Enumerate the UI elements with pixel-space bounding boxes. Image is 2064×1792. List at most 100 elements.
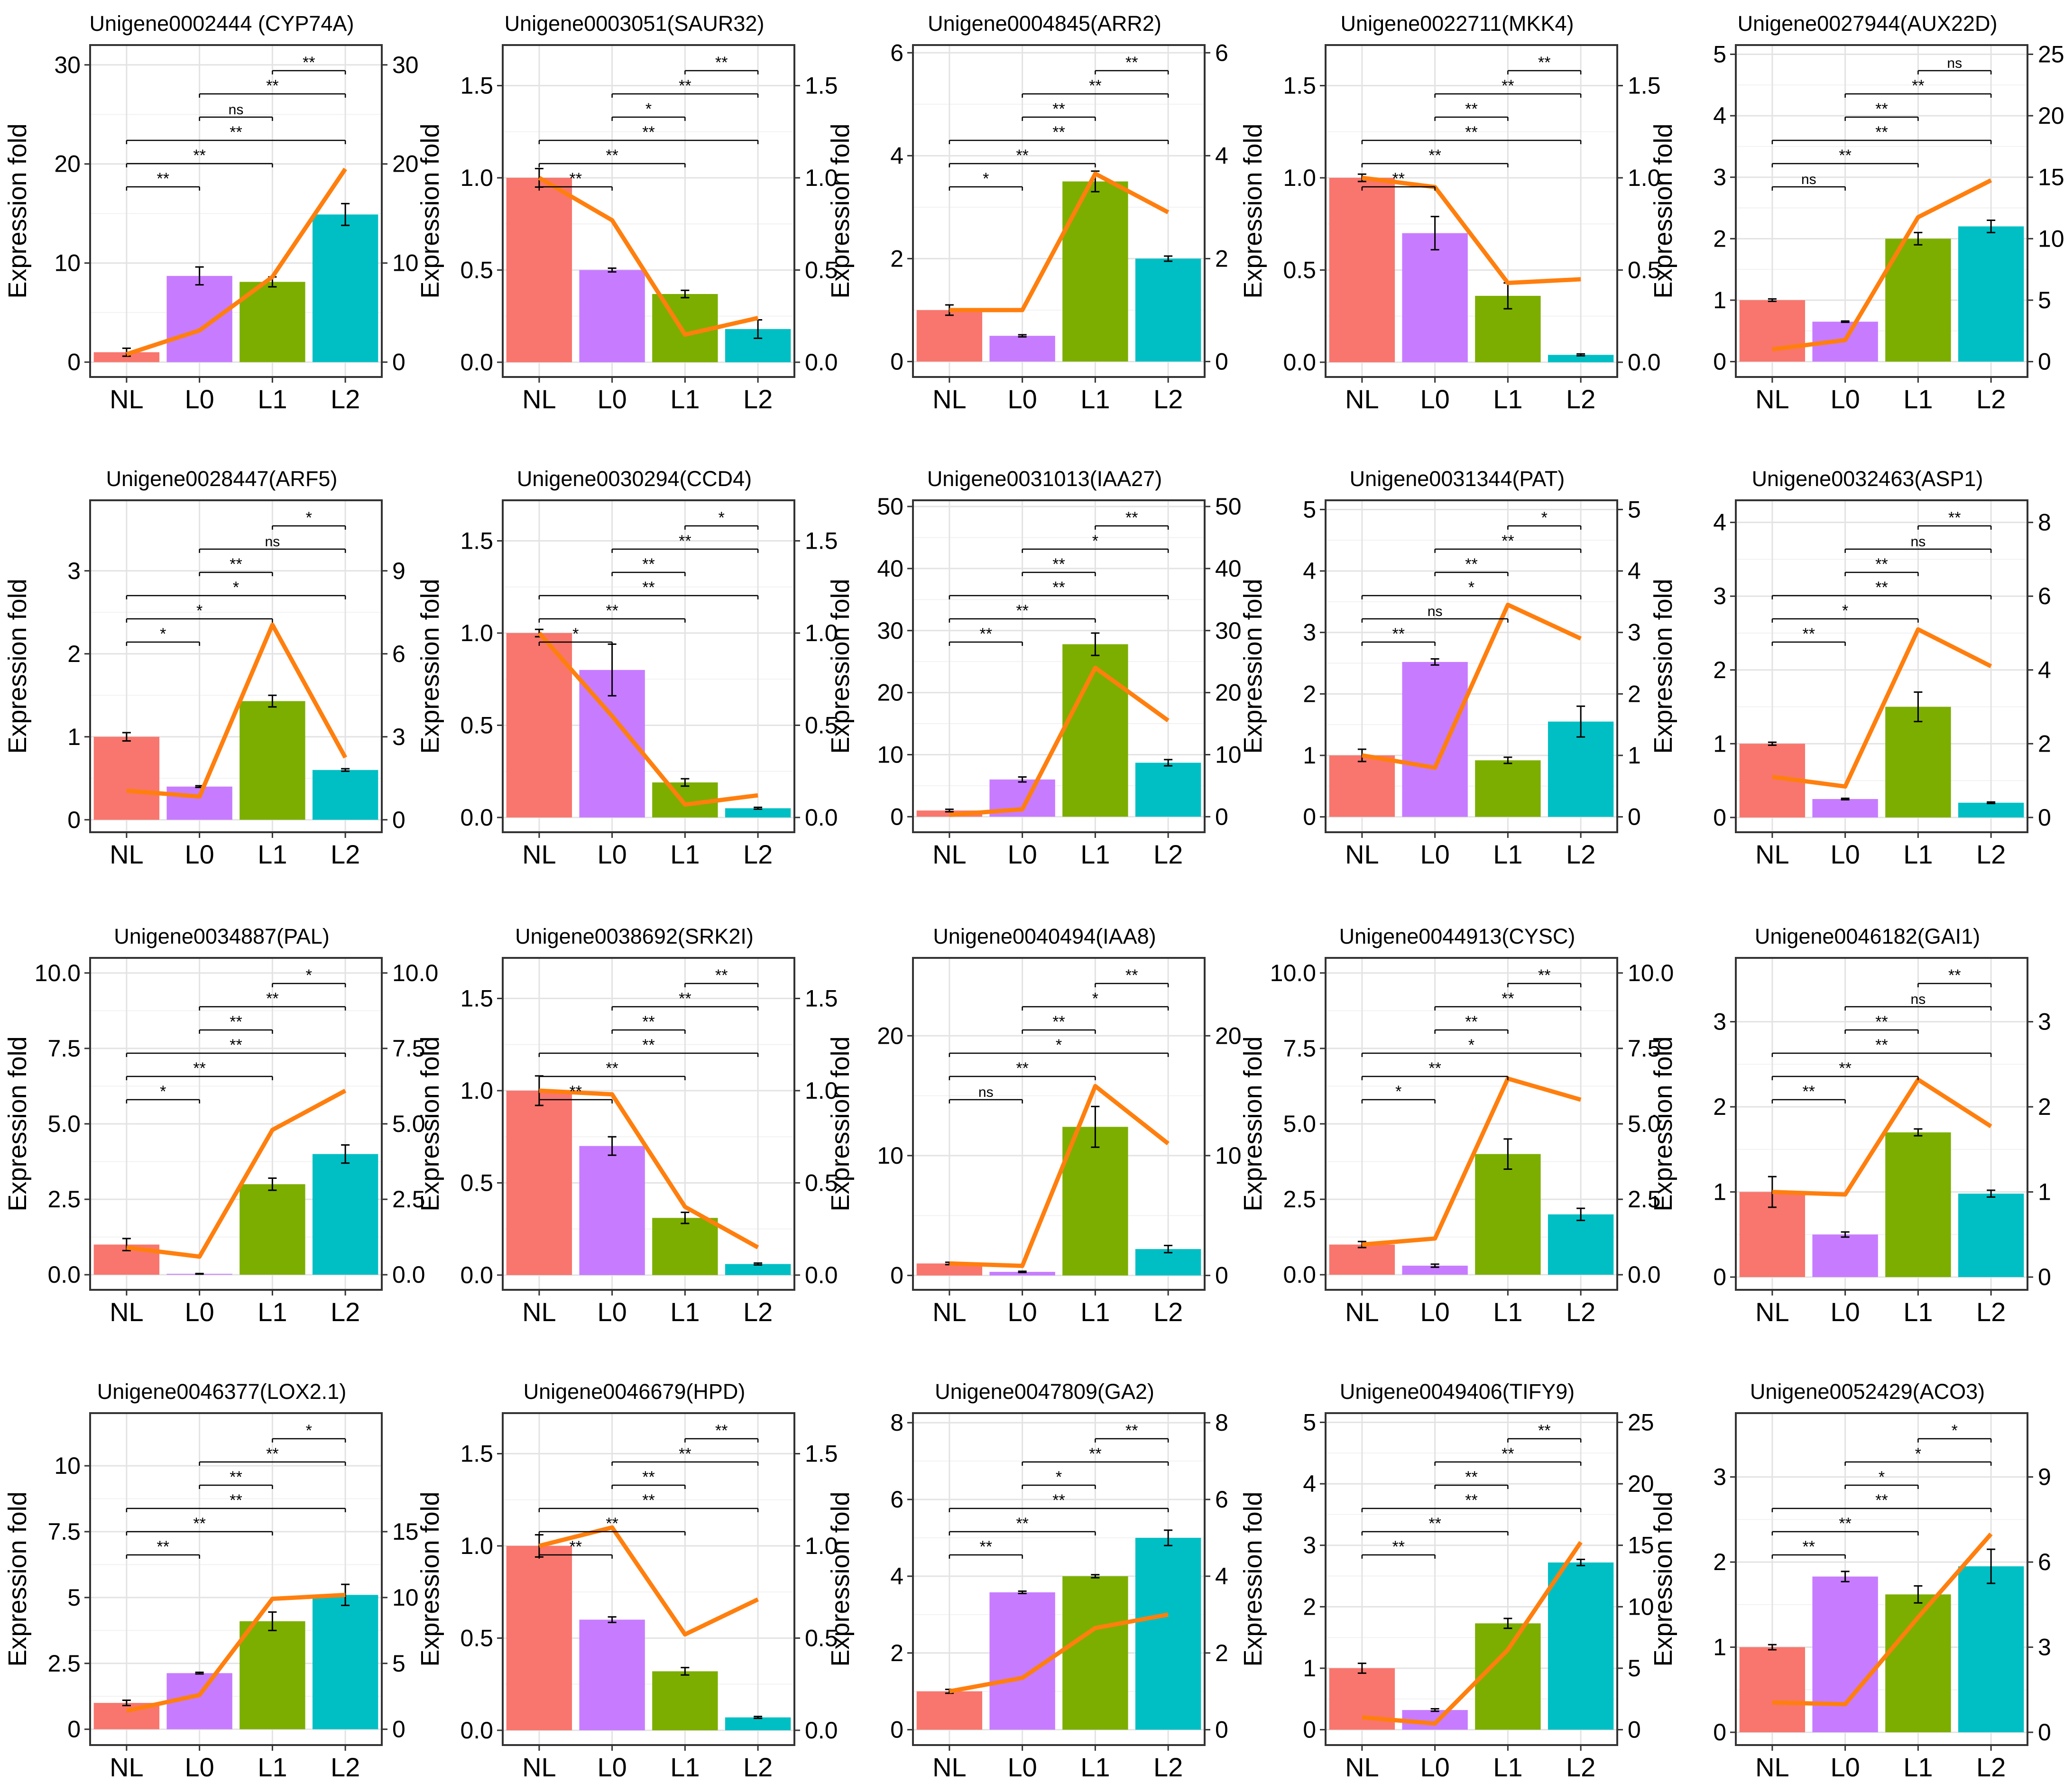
x-tick-label: L0 [1007,1297,1037,1327]
y-tick-label: 0.0 [460,349,493,376]
x-tick-label: L0 [1830,384,1860,414]
significance-label: ** [1052,555,1065,573]
plot-border [1325,499,1618,833]
bar-L1 [1885,239,1951,362]
y2-tick-label: 20 [1215,1022,1242,1049]
x-tick-label: L1 [1080,1752,1110,1782]
significance-label: * [306,1422,312,1440]
y-tick-label: 4 [1303,558,1316,584]
y-tick-label: 0 [890,348,903,375]
y-tick-label: 2 [1303,1593,1316,1620]
significance-label: * [1092,532,1098,550]
bar-L2 [312,1595,378,1729]
significance-label: ** [193,147,205,165]
significance-label: ** [606,602,618,620]
significance-label: ** [679,532,691,550]
x-tick-label: L2 [331,839,360,869]
significance-label: ** [1803,1083,1815,1101]
bar-L1 [240,701,305,820]
bar-L2 [312,214,378,362]
y2-tick-label: 1.5 [1628,73,1661,99]
significance-label: ** [1016,602,1028,620]
y-tick-label: 3 [1713,1009,1726,1035]
x-tick-label: L0 [1420,839,1449,869]
significance-label: ** [230,1036,242,1054]
y2-tick-label: 3 [2038,1009,2051,1035]
plot-border [89,44,383,378]
y2-tick-label: 10 [1215,741,1242,768]
y-tick-label: 0 [1713,804,1726,831]
bar-NL [1329,755,1395,817]
y2-tick-label: 2 [1215,1640,1228,1666]
bar-L2 [725,808,791,818]
y2-tick-label: 9 [2038,1464,2051,1490]
x-tick-label: L0 [184,839,214,869]
significance-label: ** [1803,625,1815,643]
x-tick-label: L0 [184,384,214,414]
bar-NL [916,310,983,362]
x-tick-label: NL [932,1752,967,1782]
y2-tick-label: 1 [1628,742,1641,769]
y2-tick-label: 1.5 [805,73,838,99]
y2-tick-label: 0.0 [805,1717,838,1744]
significance-label: ** [715,54,728,72]
significance-label: ** [1465,555,1477,573]
significance-label: ** [1875,100,1888,118]
y-tick-label: 2.5 [1283,1186,1316,1213]
y-axis-label: Expression fold [1649,579,1677,754]
bar-L0 [989,336,1055,362]
significance-label: ** [1016,147,1028,165]
x-tick-label: L1 [670,839,700,869]
y-tick-label: 1.0 [1283,165,1316,191]
x-tick-label: L2 [1566,1297,1595,1327]
y2-tick-label: 0 [392,349,405,376]
y-tick-label: 0 [1713,1264,1726,1290]
y-axis-label: Expression fold [1239,1036,1267,1211]
y2-tick-label: 2.5 [392,1186,425,1213]
bar-NL [506,1546,572,1730]
x-tick-label: NL [1345,1297,1379,1327]
y2-tick-label: 25 [2038,41,2064,67]
plot-border [912,1412,1206,1746]
x-tick-label: L2 [743,839,773,869]
bar-L0 [579,1619,645,1730]
significance-label: ** [157,1538,169,1556]
plot-border [502,499,795,833]
y2-tick-label: 0 [1215,803,1228,830]
significance-label: ** [1052,100,1065,118]
significance-label: ** [606,1515,618,1533]
significance-label: ** [1125,966,1138,984]
y2-tick-label: 30 [392,52,419,78]
x-tick-label: L2 [1153,1752,1183,1782]
y2-tick-label: 0.0 [392,1261,425,1288]
y-tick-label: 0.0 [1283,349,1316,376]
chart-title: Unigene0032463(ASP1) [1752,467,1983,491]
y2-tick-label: 10 [392,250,419,276]
y2-tick-label: 10 [2038,225,2064,252]
plot-border [1735,499,2028,833]
x-tick-label: NL [522,384,556,414]
y2-tick-label: 0.0 [805,804,838,831]
bar-L0 [1812,1576,1878,1733]
y-tick-label: 0.5 [460,712,493,738]
chart-panel: **********0.02.55.07.510.00.02.55.07.510… [3,924,438,1327]
y2-tick-label: 0.0 [1628,1261,1661,1288]
plot-border [89,499,383,833]
chart-title: Unigene0046182(GAI1) [1755,924,1980,948]
y-tick-label: 1 [1713,1634,1726,1661]
significance-label: ** [157,170,169,188]
x-tick-label: NL [1345,839,1379,869]
significance-label: * [1092,990,1098,1008]
bar-L1 [1885,1132,1951,1277]
significance-label: ** [715,1422,728,1440]
chart-title: Unigene0031013(IAA27) [927,467,1162,491]
significance-label: ** [570,170,582,188]
y2-tick-label: 3 [392,724,405,750]
plot-border [502,1412,795,1746]
significance-label: ** [230,1013,242,1031]
plot-border [1735,957,2028,1291]
y-tick-label: 0 [1713,349,1726,375]
x-tick-label: L2 [1153,839,1183,869]
y-axis-label: Expression fold [416,123,444,298]
